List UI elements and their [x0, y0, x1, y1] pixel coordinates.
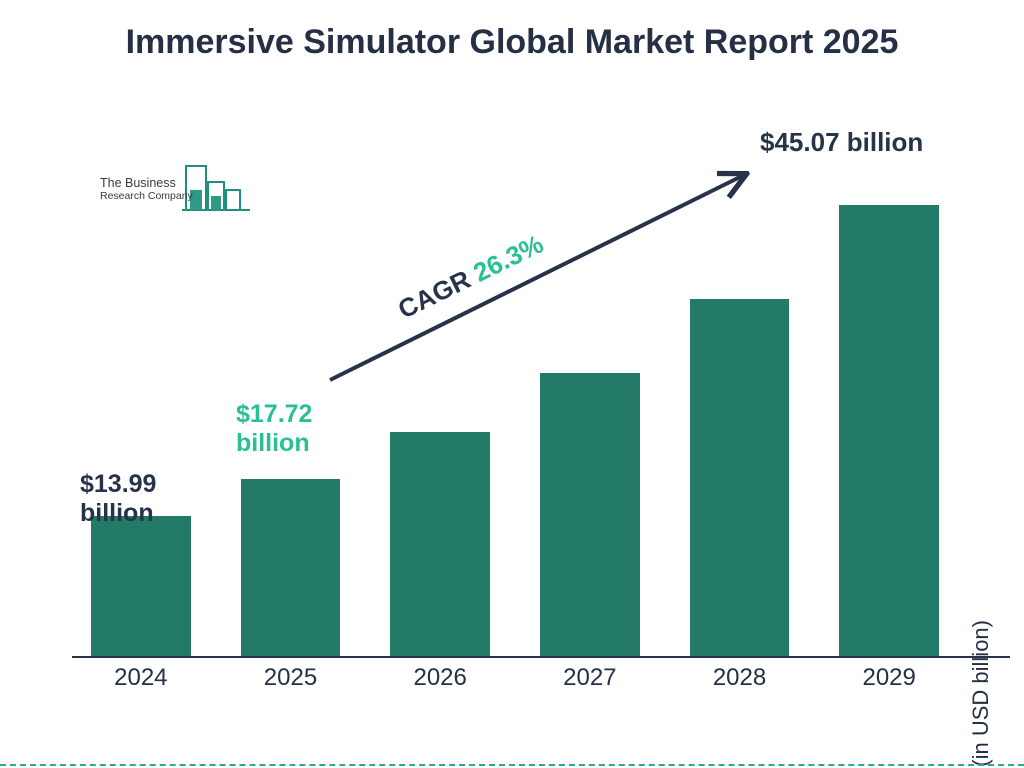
value-label: $17.72 billion [236, 400, 312, 458]
dashed-divider [0, 764, 1024, 766]
value-label: $13.99 billion [80, 470, 156, 528]
value-label: $45.07 billion [760, 128, 923, 158]
trend-arrow [0, 0, 1024, 768]
trend-arrow-line [330, 176, 742, 380]
page: Immersive Simulator Global Market Report… [0, 0, 1024, 768]
